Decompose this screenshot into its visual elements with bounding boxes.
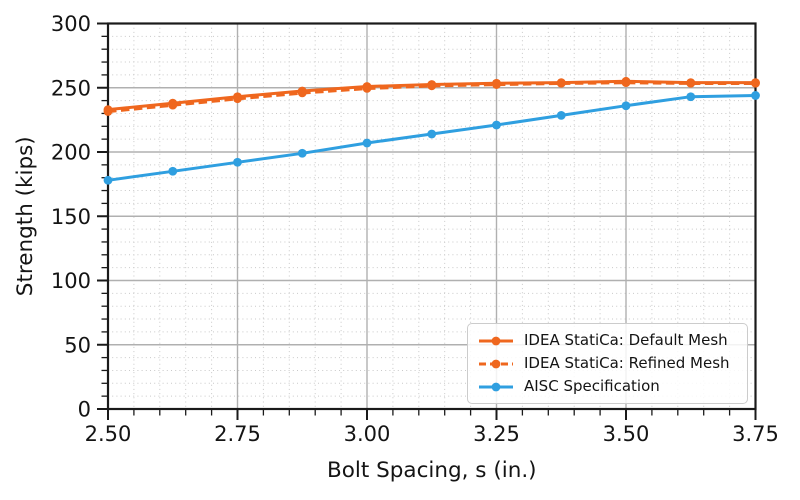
legend-label: AISC Specification [524, 377, 660, 395]
data-point-aisc-specification [686, 92, 696, 102]
data-point-idea-statica-refined-mesh [168, 100, 178, 110]
x-tick-label: 3.75 [732, 422, 779, 446]
y-tick-label: 300 [51, 12, 91, 36]
data-point-aisc-specification [427, 129, 437, 139]
y-tick-label: 200 [51, 141, 91, 165]
y-tick-label: 150 [51, 205, 91, 229]
y-axis-label: Strength (kips) [13, 136, 38, 296]
data-point-idea-statica-refined-mesh [556, 78, 566, 88]
data-point-aisc-specification [103, 175, 113, 185]
data-point-idea-statica-refined-mesh [362, 83, 372, 93]
series-idea-statica-refined-mesh [103, 78, 760, 116]
data-point-idea-statica-refined-mesh [751, 78, 760, 88]
data-point-idea-statica-refined-mesh [492, 80, 501, 89]
data-point-idea-statica-refined-mesh [427, 81, 437, 91]
legend-line-sample-icon [479, 336, 513, 345]
x-tick-label: 3.25 [473, 422, 520, 446]
x-tick-label: 3.50 [603, 422, 650, 446]
y-tick-label: 50 [64, 333, 91, 357]
x-axis-label: Bolt Spacing, s (in.) [327, 458, 537, 483]
data-point-aisc-specification [492, 120, 501, 130]
data-point-idea-statica-refined-mesh [233, 94, 242, 104]
y-tick-labels: 0 50 100 150 200 250 300 [51, 12, 91, 422]
legend: IDEA StatiCa: Default Mesh IDEA StatiCa:… [467, 323, 748, 404]
grid-minor [108, 23, 756, 409]
data-point-aisc-specification [297, 148, 307, 158]
data-point-idea-statica-refined-mesh [103, 107, 113, 116]
legend-line-sample-icon [479, 382, 513, 391]
series-line-idea-statica-refined-mesh [107, 80, 756, 114]
data-point-aisc-specification [751, 91, 760, 100]
data-point-aisc-specification [621, 101, 631, 111]
x-tick-labels: 2.50 2.75 3.00 3.25 3.50 3.75 [85, 422, 779, 446]
legend-item-default-mesh: IDEA StatiCa: Default Mesh [477, 330, 738, 352]
plot-spines [106, 22, 757, 411]
data-point-idea-statica-refined-mesh [621, 78, 631, 88]
data-point-aisc-specification [233, 157, 242, 167]
data-point-aisc-specification [362, 138, 372, 148]
legend-label: IDEA StatiCa: Default Mesh [524, 331, 728, 349]
data-point-aisc-specification [168, 166, 178, 176]
y-tick-label: 250 [51, 76, 91, 100]
legend-item-aisc: AISC Specification [477, 376, 738, 398]
x-tick-label: 2.50 [85, 422, 132, 446]
y-tick-label: 100 [51, 269, 91, 293]
legend-item-refined-mesh: IDEA StatiCa: Refined Mesh [477, 353, 738, 375]
legend-label: IDEA StatiCa: Refined Mesh [524, 354, 730, 372]
data-point-idea-statica-refined-mesh [686, 78, 696, 88]
data-point-aisc-specification [556, 110, 566, 120]
series-aisc-specification [103, 91, 760, 185]
x-tick-label: 2.75 [214, 422, 261, 446]
y-tick-label: 0 [78, 398, 91, 422]
legend-line-sample-icon [479, 359, 513, 368]
data-point-idea-statica-refined-mesh [297, 88, 307, 98]
x-tick-label: 3.00 [344, 422, 391, 446]
